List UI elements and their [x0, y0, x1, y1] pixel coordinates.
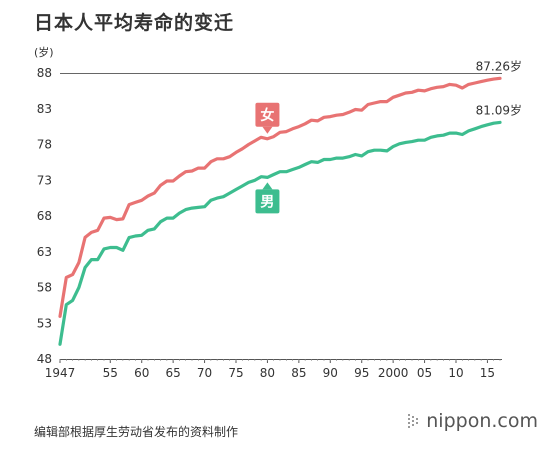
y-tick-label: 83: [37, 102, 52, 116]
brand-name: nippon.com: [426, 410, 538, 432]
x-tick-label: 15: [480, 366, 495, 380]
y-tick-label: 58: [37, 281, 52, 295]
series-end-label: 87.26岁: [476, 58, 522, 73]
y-axis-unit-label: (岁): [34, 45, 54, 59]
x-tick-label: 85: [291, 366, 306, 380]
series-layer: [58, 76, 502, 346]
y-tick-label: 68: [37, 209, 52, 223]
chart-title: 日本人平均寿命的变迁: [34, 12, 235, 34]
series-name-tag: [255, 189, 280, 214]
x-tick-label: 90: [323, 366, 338, 380]
series-name-pointer: [262, 126, 273, 134]
series-name-label: 男: [260, 194, 274, 210]
brand-logo: nippon.com: [408, 410, 538, 432]
y-tick-label: 78: [37, 138, 52, 152]
x-tick-label: 75: [228, 366, 243, 380]
x-tick-label: 60: [134, 366, 149, 380]
source-note: 编辑部根据厚生劳动省发布的资料制作: [34, 425, 239, 439]
brand-dots-icon: [408, 411, 420, 431]
x-tick-label: 80: [260, 366, 275, 380]
y-tick-label: 63: [37, 245, 52, 259]
series-name-label: 女: [260, 107, 274, 124]
y-tick-label: 53: [37, 316, 52, 330]
x-tick-label: 65: [166, 366, 181, 380]
x-tick-label: 10: [448, 366, 463, 380]
x-tick-label: 1947: [45, 366, 76, 380]
series-line-1: [58, 120, 502, 346]
series-name-tag: [255, 102, 280, 127]
series-line-0: [58, 76, 502, 318]
series-name-pointer: [262, 182, 273, 190]
x-tick-label: 2000: [378, 366, 409, 380]
y-tick-label: 73: [37, 173, 52, 187]
series-end-label: 81.09岁: [476, 102, 522, 117]
x-tick-label: 55: [103, 366, 118, 380]
axes-layer: 48 53 58 63 68 73 78 83 88 1947 55 60 65 70 75 80 85 90 95…: [37, 66, 502, 380]
y-tick-label: 88: [37, 66, 52, 80]
x-tick-label: 05: [417, 366, 432, 380]
x-tick-label: 70: [197, 366, 212, 380]
y-tick-label: 48: [37, 352, 52, 366]
x-tick-label: 95: [354, 366, 369, 380]
